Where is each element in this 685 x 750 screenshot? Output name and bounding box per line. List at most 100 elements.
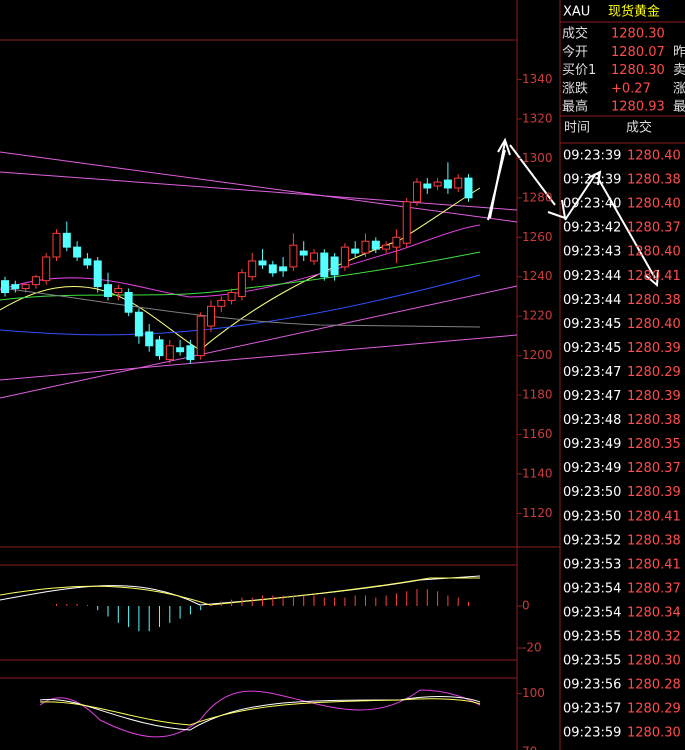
candle-body — [155, 339, 164, 357]
trade-time: 09:23:52 — [563, 533, 621, 548]
trade-time: 09:23:50 — [563, 509, 621, 524]
candle-body — [134, 311, 143, 337]
trade-price: 1280.37 — [627, 461, 681, 476]
trade-price: 1280.30 — [627, 726, 681, 741]
trade-price: 1280.28 — [627, 678, 681, 693]
candle-body — [145, 331, 154, 347]
candle-body — [289, 244, 298, 268]
trade-time: 09:23:50 — [563, 485, 621, 500]
trade-time: 09:23:55 — [563, 630, 621, 645]
trade-time: 09:23:54 — [563, 605, 621, 620]
trade-price: 1280.29 — [627, 702, 681, 717]
y-tick-label: 1260 — [522, 230, 553, 244]
quote-label: 买价1 — [562, 63, 596, 78]
trades-list: 09:23:39 1280.40 09:23:39 1280.38 09:23:40 12… — [563, 149, 681, 741]
trade-price: 1280.38 — [627, 413, 681, 428]
candle-body — [207, 305, 215, 327]
y-tick-label: 0 — [522, 598, 530, 612]
candle-body — [433, 181, 442, 187]
trade-price: 1280.35 — [627, 437, 681, 452]
quote-label: 成交 — [562, 26, 588, 42]
trade-time: 09:23:57 — [563, 702, 621, 717]
y-tick-label: 1180 — [522, 388, 553, 402]
candle-body — [248, 260, 257, 278]
quote-label: 涨跌 — [562, 80, 588, 96]
y-tick-label: 1220 — [522, 309, 553, 323]
trade-price: 1280.34 — [627, 605, 681, 620]
candle-body — [124, 292, 133, 313]
quote-value: 1280.30 — [611, 27, 665, 42]
trade-time: 09:23:59 — [563, 726, 621, 741]
candle-body — [52, 232, 61, 258]
candle-body — [176, 347, 185, 353]
candle-body — [464, 177, 473, 199]
candle-body — [1, 280, 9, 294]
candle-body — [73, 246, 82, 258]
candle-body — [310, 252, 318, 262]
trade-price: 1280.29 — [627, 365, 681, 380]
trade-time: 09:23:53 — [563, 557, 621, 572]
candle-body — [93, 260, 102, 288]
candle-body — [237, 272, 246, 297]
candles — [1, 162, 473, 364]
candle-body — [454, 177, 463, 189]
symbol: XAU — [563, 5, 590, 20]
trade-price: 1280.41 — [627, 269, 681, 284]
trade-price: 1280.38 — [627, 293, 681, 308]
trade-time: 09:23:48 — [563, 413, 621, 428]
indicator-lines — [0, 151, 518, 738]
quote-label: 最高 — [562, 99, 588, 115]
trade-time: 09:23:49 — [563, 461, 621, 476]
y-tick-label: 1240 — [522, 269, 553, 283]
trade-time: 09:23:49 — [563, 437, 621, 452]
trade-price: 1280.39 — [627, 389, 681, 404]
candle-body — [320, 252, 329, 278]
trade-time: 09:23:39 — [563, 173, 621, 188]
trade-price: 1280.41 — [627, 509, 681, 524]
quote-extra: 最 — [673, 100, 685, 115]
candle-body — [196, 315, 205, 357]
candle-body — [279, 266, 288, 272]
candle-body — [258, 260, 267, 266]
column-header: 成交 — [626, 120, 652, 136]
trade-time: 09:23:56 — [563, 678, 621, 693]
trade-time: 09:23:44 — [563, 269, 621, 284]
candle-body — [268, 264, 277, 274]
trade-price: 1280.37 — [627, 221, 681, 236]
trade-price: 1280.38 — [627, 533, 681, 548]
candle-body — [165, 345, 174, 361]
trade-time: 09:23:45 — [563, 341, 621, 356]
y-tick-label: 1280 — [522, 190, 553, 204]
quote-value: 1280.07 — [611, 45, 665, 60]
candle-body — [114, 288, 123, 294]
candle-body — [104, 284, 112, 297]
candle-body — [371, 240, 380, 250]
trade-time: 09:23:54 — [563, 581, 621, 596]
trade-price: 1280.32 — [627, 630, 681, 645]
y-tick-label: 1120 — [522, 506, 553, 520]
candle-body — [42, 256, 51, 282]
quote-label: 今开 — [562, 44, 588, 60]
candle-body — [402, 201, 411, 244]
candle-body — [217, 299, 226, 307]
quote-value: 1280.93 — [611, 100, 665, 115]
trade-time: 09:23:47 — [563, 365, 621, 380]
candle-body — [21, 284, 30, 290]
candle-body — [340, 246, 349, 268]
quote-value: 1280.30 — [611, 63, 665, 78]
candle-body — [413, 181, 421, 203]
candle-body — [227, 292, 236, 301]
y-tick-label: 1300 — [522, 151, 553, 165]
trade-price: 1280.40 — [627, 317, 681, 332]
candle-body — [330, 256, 339, 276]
candle-body — [392, 236, 401, 248]
trade-price: 1280.41 — [627, 557, 681, 572]
candle-body — [382, 244, 391, 250]
y-tick-label: 1140 — [522, 467, 553, 481]
y-tick-label: -20 — [522, 641, 542, 655]
candle-body — [423, 183, 432, 189]
quote-extra: 昨 — [673, 45, 685, 60]
